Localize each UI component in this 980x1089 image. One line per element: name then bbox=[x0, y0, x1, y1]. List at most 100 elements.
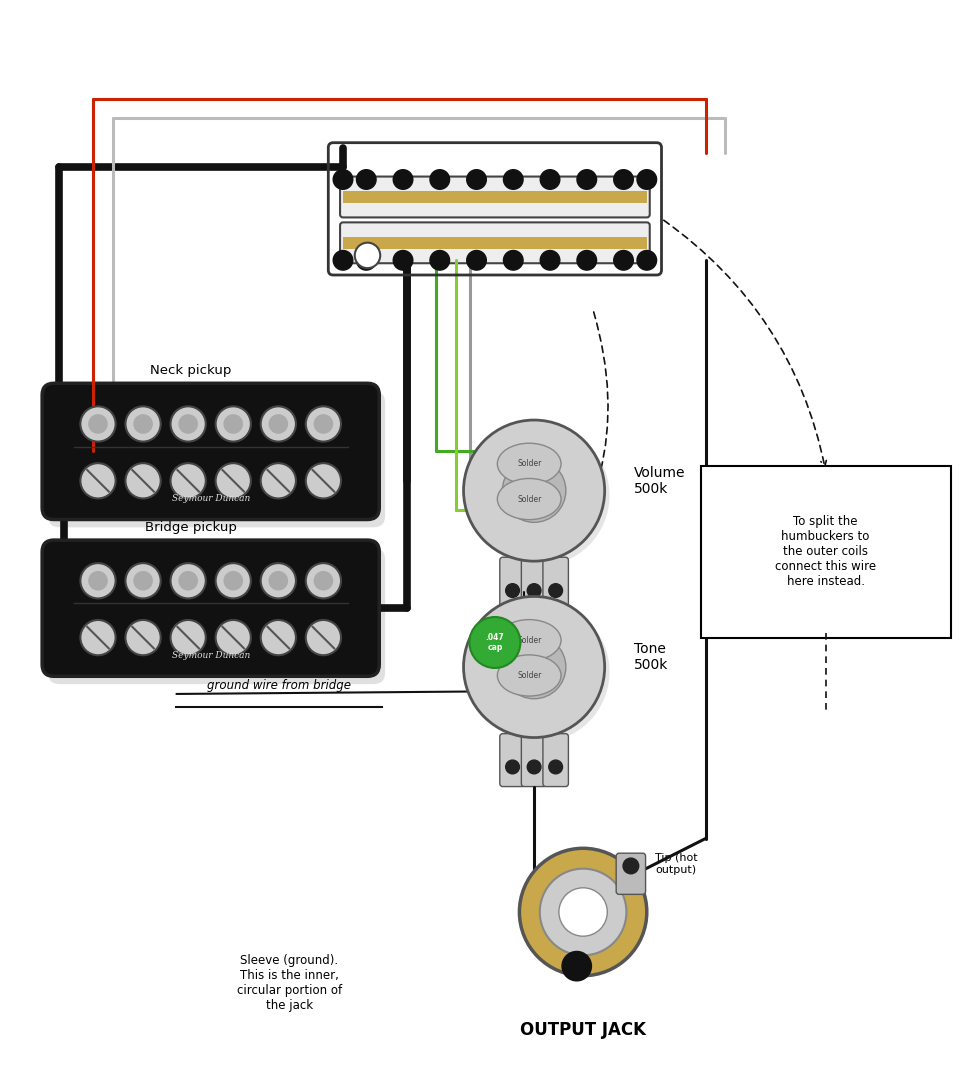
Text: Seymour Duncan: Seymour Duncan bbox=[172, 651, 250, 660]
Circle shape bbox=[80, 620, 116, 656]
Circle shape bbox=[133, 571, 153, 590]
Circle shape bbox=[623, 858, 639, 873]
Circle shape bbox=[55, 598, 76, 619]
Circle shape bbox=[88, 414, 108, 433]
FancyBboxPatch shape bbox=[333, 573, 377, 644]
FancyBboxPatch shape bbox=[543, 734, 568, 786]
Text: Solder: Solder bbox=[517, 671, 541, 680]
Circle shape bbox=[314, 571, 333, 590]
Circle shape bbox=[549, 760, 563, 774]
Ellipse shape bbox=[497, 620, 561, 661]
Circle shape bbox=[306, 563, 341, 598]
FancyBboxPatch shape bbox=[543, 558, 568, 610]
Circle shape bbox=[504, 170, 523, 189]
Circle shape bbox=[80, 463, 116, 499]
Text: Volume
500k: Volume 500k bbox=[634, 466, 686, 495]
Circle shape bbox=[216, 563, 251, 598]
Text: OUTPUT JACK: OUTPUT JACK bbox=[520, 1020, 646, 1039]
Text: Solder: Solder bbox=[517, 636, 541, 645]
Text: Seymour Duncan: Seymour Duncan bbox=[172, 494, 250, 503]
FancyBboxPatch shape bbox=[616, 853, 646, 894]
Circle shape bbox=[223, 571, 243, 590]
Circle shape bbox=[393, 250, 413, 270]
Circle shape bbox=[637, 250, 657, 270]
Circle shape bbox=[345, 441, 367, 462]
Text: Tone
500k: Tone 500k bbox=[634, 643, 668, 672]
Circle shape bbox=[464, 597, 605, 737]
FancyBboxPatch shape bbox=[340, 176, 650, 218]
FancyBboxPatch shape bbox=[521, 558, 547, 610]
FancyBboxPatch shape bbox=[333, 416, 377, 487]
Circle shape bbox=[540, 170, 560, 189]
Circle shape bbox=[519, 848, 647, 976]
Circle shape bbox=[393, 170, 413, 189]
Circle shape bbox=[261, 463, 296, 499]
Circle shape bbox=[527, 760, 541, 774]
Circle shape bbox=[469, 617, 520, 668]
Circle shape bbox=[577, 250, 597, 270]
Circle shape bbox=[637, 170, 657, 189]
Circle shape bbox=[613, 250, 633, 270]
Text: .047
cap: .047 cap bbox=[485, 633, 505, 652]
FancyBboxPatch shape bbox=[521, 734, 547, 786]
FancyBboxPatch shape bbox=[42, 540, 379, 676]
FancyBboxPatch shape bbox=[500, 734, 525, 786]
Circle shape bbox=[504, 250, 523, 270]
Circle shape bbox=[306, 620, 341, 656]
Circle shape bbox=[80, 406, 116, 442]
Circle shape bbox=[125, 406, 161, 442]
Circle shape bbox=[357, 250, 376, 270]
Circle shape bbox=[261, 563, 296, 598]
Circle shape bbox=[559, 888, 608, 937]
Bar bbox=[343, 237, 647, 248]
Circle shape bbox=[178, 571, 198, 590]
FancyBboxPatch shape bbox=[701, 466, 951, 637]
Circle shape bbox=[468, 425, 610, 566]
Ellipse shape bbox=[497, 443, 561, 485]
Bar bbox=[343, 191, 647, 203]
Circle shape bbox=[506, 760, 519, 774]
Circle shape bbox=[171, 463, 206, 499]
Circle shape bbox=[269, 414, 288, 433]
Text: Bridge pickup: Bridge pickup bbox=[145, 522, 237, 535]
FancyBboxPatch shape bbox=[44, 573, 88, 644]
Circle shape bbox=[357, 170, 376, 189]
Circle shape bbox=[577, 170, 597, 189]
Circle shape bbox=[125, 463, 161, 499]
Circle shape bbox=[333, 170, 353, 189]
FancyBboxPatch shape bbox=[340, 222, 650, 264]
Circle shape bbox=[464, 420, 605, 561]
Circle shape bbox=[430, 250, 450, 270]
Circle shape bbox=[613, 170, 633, 189]
FancyBboxPatch shape bbox=[48, 391, 385, 527]
Circle shape bbox=[430, 170, 450, 189]
Ellipse shape bbox=[497, 654, 561, 696]
Circle shape bbox=[261, 620, 296, 656]
Circle shape bbox=[216, 463, 251, 499]
Circle shape bbox=[333, 250, 353, 270]
Circle shape bbox=[88, 571, 108, 590]
Ellipse shape bbox=[497, 478, 561, 519]
Text: Solder: Solder bbox=[517, 494, 541, 503]
Circle shape bbox=[466, 250, 486, 270]
FancyBboxPatch shape bbox=[42, 383, 379, 519]
FancyBboxPatch shape bbox=[500, 558, 525, 610]
Circle shape bbox=[314, 414, 333, 433]
Circle shape bbox=[466, 170, 486, 189]
Circle shape bbox=[345, 598, 367, 619]
Circle shape bbox=[306, 406, 341, 442]
FancyBboxPatch shape bbox=[48, 548, 385, 684]
Circle shape bbox=[125, 563, 161, 598]
Circle shape bbox=[540, 869, 626, 955]
Circle shape bbox=[563, 952, 592, 981]
Circle shape bbox=[503, 458, 565, 523]
Text: Sleeve (ground).
This is the inner,
circular portion of
the jack: Sleeve (ground). This is the inner, circ… bbox=[236, 954, 342, 1012]
Circle shape bbox=[216, 620, 251, 656]
Circle shape bbox=[171, 620, 206, 656]
Circle shape bbox=[261, 406, 296, 442]
FancyBboxPatch shape bbox=[44, 416, 88, 487]
Circle shape bbox=[216, 406, 251, 442]
Circle shape bbox=[355, 243, 380, 268]
Circle shape bbox=[55, 441, 76, 462]
Circle shape bbox=[306, 463, 341, 499]
